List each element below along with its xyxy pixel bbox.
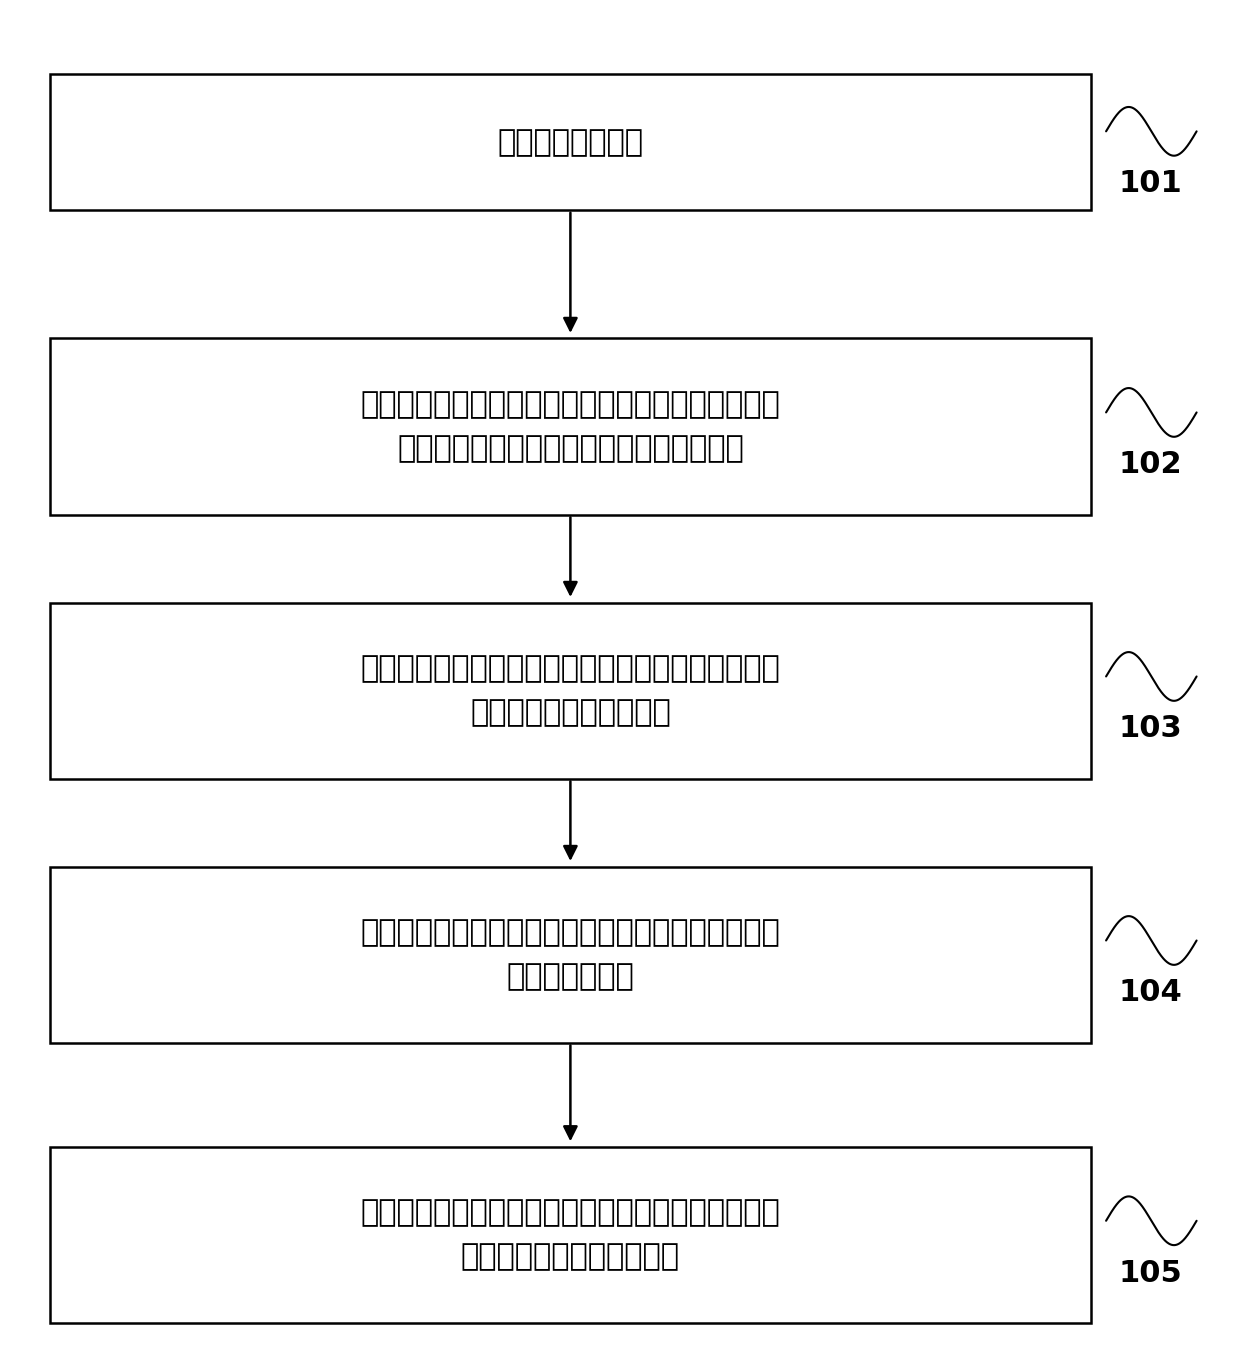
- Bar: [50, 74, 1091, 210]
- Text: 接收测量开始指令: 接收测量开始指令: [497, 127, 644, 157]
- Text: 采集加速度数据，根据所述加速度数据确定被试者是
否处于运动状态: 采集加速度数据，根据所述加速度数据确定被试者是 否处于运动状态: [361, 918, 780, 991]
- Text: 响应于所述测量开始指令，按照预设采样频率获取多
个压电传感器中各个压电传感器的压力数据: 响应于所述测量开始指令，按照预设采样频率获取多 个压电传感器中各个压电传感器的压…: [361, 390, 780, 463]
- Bar: [50, 1147, 1091, 1323]
- Text: 105: 105: [1118, 1259, 1183, 1288]
- Text: 对所述各个压电传感器的压力数据进行量化，并将量
化后的压力数据进行存储: 对所述各个压电传感器的压力数据进行量化，并将量 化后的压力数据进行存储: [361, 654, 780, 727]
- Bar: [50, 867, 1091, 1043]
- Text: 102: 102: [1118, 451, 1183, 479]
- Text: 104: 104: [1118, 979, 1183, 1007]
- Text: 103: 103: [1118, 715, 1183, 743]
- Text: 根据所述量化后的压力数据，和所述被试者的状态，
确定所述被试者的脉搏波形: 根据所述量化后的压力数据，和所述被试者的状态， 确定所述被试者的脉搏波形: [361, 1198, 780, 1271]
- Bar: [50, 338, 1091, 515]
- Bar: [50, 603, 1091, 779]
- Text: 101: 101: [1118, 169, 1183, 198]
